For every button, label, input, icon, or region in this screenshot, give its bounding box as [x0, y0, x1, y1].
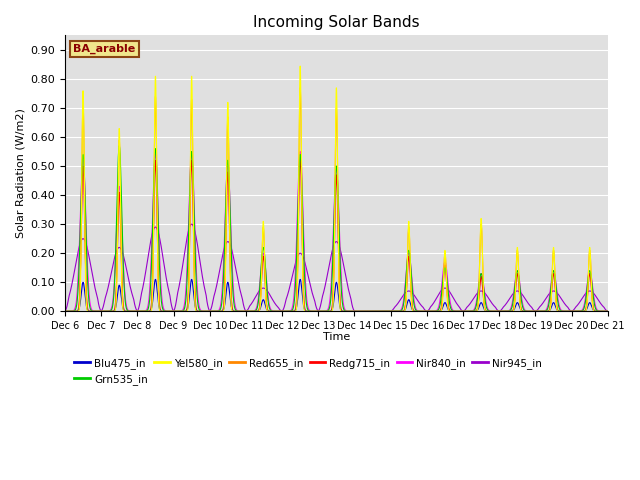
Y-axis label: Solar Radiation (W/m2): Solar Radiation (W/m2): [15, 108, 25, 238]
Legend: Blu475_in, Grn535_in, Yel580_in, Red655_in, Redg715_in, Nir840_in, Nir945_in: Blu475_in, Grn535_in, Yel580_in, Red655_…: [70, 354, 546, 389]
Title: Incoming Solar Bands: Incoming Solar Bands: [253, 15, 420, 30]
X-axis label: Time: Time: [323, 333, 350, 342]
Text: BA_arable: BA_arable: [73, 44, 136, 54]
